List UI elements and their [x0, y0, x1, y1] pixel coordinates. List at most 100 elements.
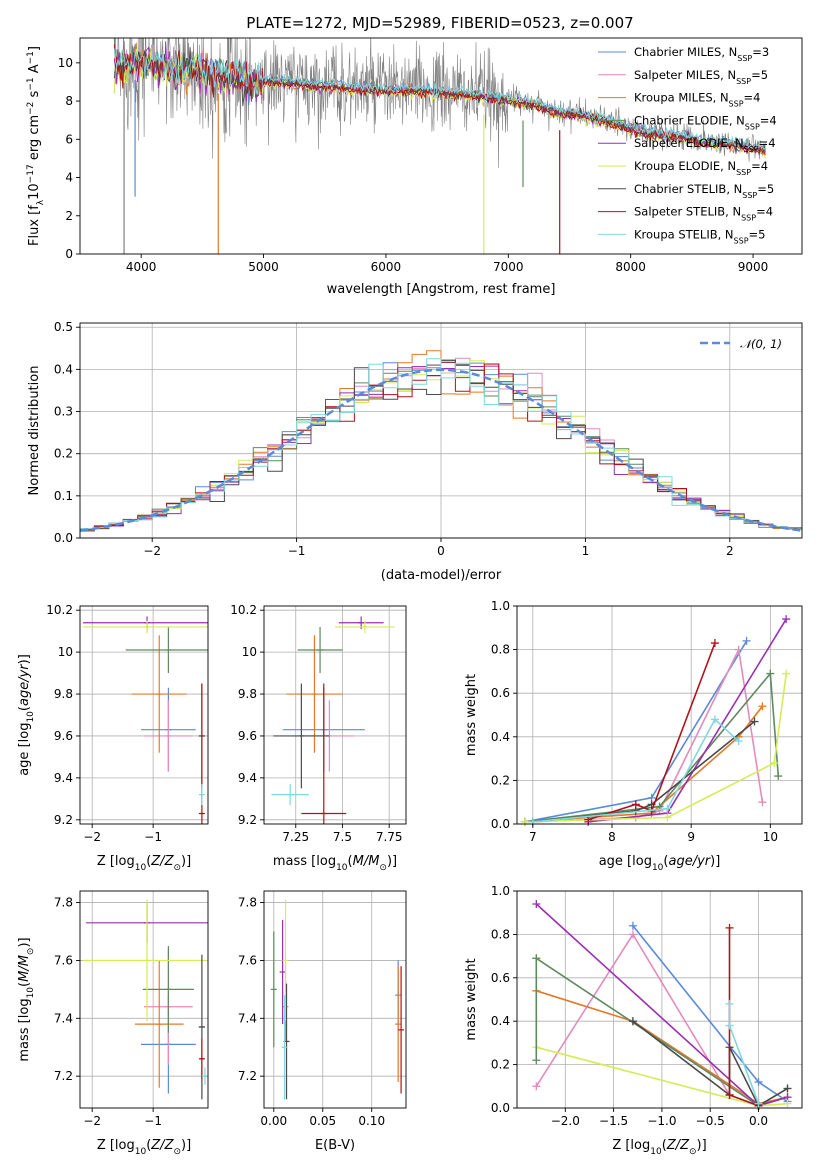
plot-area: [80, 350, 802, 538]
legend-subscript: SSP: [745, 122, 760, 131]
y-tick-label: 7.8: [238, 896, 257, 910]
label-part: )]: [697, 1138, 707, 1153]
label-part: )]: [17, 654, 32, 664]
plot-area: [271, 616, 395, 824]
weight-marker-6-3: [750, 717, 759, 726]
y-axis-label: mass [log10(M/M⊙)]: [17, 937, 36, 1061]
y-tick-label: 7.6: [54, 953, 73, 967]
y-tick-label: 1.0: [491, 884, 510, 898]
x-tick-label: 9: [687, 830, 695, 844]
label-part: (: [348, 854, 353, 869]
legend-text: Salpeter ELODIE, N: [634, 136, 744, 150]
weight-marker-9-0: [532, 954, 541, 963]
y-tick-label: 0.8: [491, 643, 510, 657]
legend-text: Chabrier ELODIE, N: [634, 113, 745, 127]
y-tick-label: 7.2: [54, 1069, 73, 1083]
legend-value: =5: [757, 182, 774, 196]
weight-marker-5-2: [770, 758, 779, 767]
y-tick-label: 7.2: [238, 1069, 257, 1083]
label-part: Z/Z: [666, 1138, 690, 1153]
x-tick-label: −1: [144, 830, 162, 844]
mass-vs-metallicity-panel: −2 −17.27.47.67.8Z [log10(Z/Z⊙)]mass [log…: [17, 890, 209, 1157]
x-tick-label: 10: [763, 830, 778, 844]
weight-marker-6-0: [628, 1017, 637, 1026]
figure-title: PLATE=1272, MJD=52989, FIBERID=0523, z=0…: [246, 14, 633, 32]
label-part: 10: [26, 711, 36, 723]
weight-vs-metallicity-panel: −2.0 −1.5 −1.0 −0.5 0.0 0.0 0.2 0.4 0.6 0.8 1.0 Z […: [464, 884, 803, 1157]
x-tick-label: 5000: [248, 260, 279, 274]
y-tick-label: 0.6: [491, 686, 510, 700]
label-part: ⊙: [173, 863, 181, 873]
legend-value: =4: [744, 91, 761, 105]
label-part: age [log: [17, 723, 32, 776]
label-part: )]: [181, 854, 191, 869]
weight-marker-3-3: [774, 772, 783, 781]
label-part: )]: [387, 854, 397, 869]
weight-marker-4-0: [532, 900, 541, 909]
y-tick-label: 9.6: [54, 729, 73, 743]
weight-marker-7-0: [725, 923, 734, 932]
y-tick-label: 0.2: [491, 1058, 510, 1072]
legend-text: Kroupa STELIB, N: [634, 227, 734, 241]
y-tick-label: 0.4: [491, 1014, 510, 1028]
legend-text: Salpeter MILES, N: [634, 68, 736, 82]
label-part: 10: [336, 863, 348, 873]
label-part: Z/Z: [150, 1138, 174, 1153]
label-part: age [log: [599, 854, 652, 869]
y-axis-label: Normed distribution: [27, 366, 42, 496]
legend-entry-0: Chabrier MILES, NSSP=3: [634, 45, 769, 63]
gaussian-curve: [80, 368, 802, 532]
y-tick-label: 4: [65, 171, 73, 185]
x-tick-label: 7.75: [376, 830, 403, 844]
legend-value: =3: [752, 45, 769, 59]
label-part: Z/Z: [150, 854, 174, 869]
y-tick-label: 0.0: [491, 1101, 510, 1115]
y-tick-label: 0.2: [54, 447, 73, 461]
weight-marker-2-3: [758, 702, 767, 711]
plot-area: [270, 899, 405, 1100]
model-line-8: [113, 48, 766, 151]
y-tick-label: 8: [65, 94, 73, 108]
weight-marker-5-1: [663, 813, 672, 822]
legend-text: Kroupa MILES, N: [634, 91, 729, 105]
weight-marker-0-2: [742, 636, 751, 645]
legend-entry-3: Chabrier ELODIE, NSSP=4: [634, 113, 777, 130]
y-tick-label: 0.0: [54, 531, 73, 545]
y-tick-label: 0.4: [54, 362, 73, 376]
y-tick-label: 0.0: [491, 817, 510, 831]
label-part: (: [17, 706, 32, 711]
x-tick-label: 4000: [126, 260, 157, 274]
x-axis-label: mass [log10(M/M⊙)]: [273, 854, 397, 873]
y-tick-label: 0.3: [54, 405, 73, 419]
y-tick-label: 7.4: [238, 1011, 257, 1025]
label-part: Z [log: [612, 1138, 650, 1153]
plot-frame: [263, 890, 407, 1109]
y-tick-label: 9.8: [238, 687, 257, 701]
plot-area: [83, 616, 208, 824]
label-part: ⊙: [26, 948, 36, 956]
y-tick-label: 9.6: [238, 729, 257, 743]
y-tick-label: 0.2: [491, 773, 510, 787]
plot-frame: [79, 890, 209, 1109]
weight-marker-3-2: [766, 669, 775, 678]
legend-value: =5: [749, 227, 766, 241]
plot-frame: [516, 605, 803, 825]
x-tick-label: 6000: [371, 260, 402, 274]
label-part: 10: [650, 1147, 662, 1157]
weight-line-2: [524, 705, 764, 823]
weight-marker-0-0: [628, 921, 637, 930]
weight-line-8: [532, 718, 740, 823]
label-part: −2: [26, 102, 36, 115]
x-tick-label: 0.05: [309, 1114, 336, 1128]
weight-line-3: [524, 671, 780, 823]
legend-subscript: SSP: [736, 168, 751, 177]
histogram-8: [80, 358, 802, 538]
legend-value: =4: [759, 136, 776, 150]
x-tick-label: 0.00: [260, 1114, 287, 1128]
mass-vs-ebv-panel: 0.00 0.05 0.10 7.2 7.4 7.6 7.8 E(B-V): [238, 890, 407, 1153]
x-tick-label: 0.10: [358, 1114, 385, 1128]
plot-area: [83, 899, 208, 1100]
x-tick-label: 0.0: [749, 1114, 768, 1128]
legend-subscript: SSP: [742, 190, 757, 199]
